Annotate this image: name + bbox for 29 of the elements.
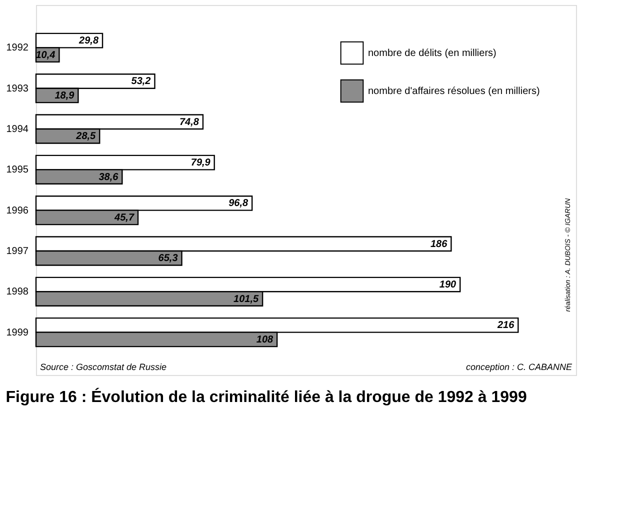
data-label: 45,7	[114, 212, 134, 224]
annotation: conception : C. CABANNE	[466, 362, 573, 372]
data-label: 190	[439, 280, 457, 291]
data-label: 79,9	[190, 158, 211, 169]
y-tick-label: 1992	[6, 42, 29, 54]
data-label: 53,2	[131, 76, 152, 88]
data-label: 18,9	[54, 90, 75, 102]
data-label: 186	[430, 238, 448, 250]
data-label: 216	[496, 320, 515, 332]
data-label: 74,8	[179, 116, 200, 128]
y-tick-label: 1996	[6, 205, 29, 216]
legend-label: nombre d'affaires résolues (en milliers)	[368, 86, 540, 97]
data-label: 96,8	[228, 198, 249, 210]
annotation: Source : Goscomstat de Russie	[40, 362, 167, 372]
y-tick-label: 1993	[6, 83, 29, 94]
data-label: 101,5	[234, 294, 259, 305]
data-label: 65,3	[158, 253, 178, 264]
y-tick-label: 1994	[6, 124, 29, 136]
y-tick-label: 1998	[6, 286, 29, 298]
y-tick-label: 1995	[6, 164, 29, 176]
y-tick-label: 1999	[6, 327, 29, 338]
data-label: 10,4	[36, 50, 56, 61]
data-label: 29,8	[78, 36, 99, 47]
text: Figure 16 : Évolution de la criminalité liée à la drogue de 1992 à 1999	[6, 387, 527, 406]
data-label: 28,5	[75, 131, 96, 142]
data-label: 38,6	[98, 172, 119, 183]
legend-label: nombre de délits (en milliers)	[368, 48, 496, 59]
data-label: 108	[256, 334, 274, 346]
y-tick-label: 1997	[6, 246, 29, 257]
